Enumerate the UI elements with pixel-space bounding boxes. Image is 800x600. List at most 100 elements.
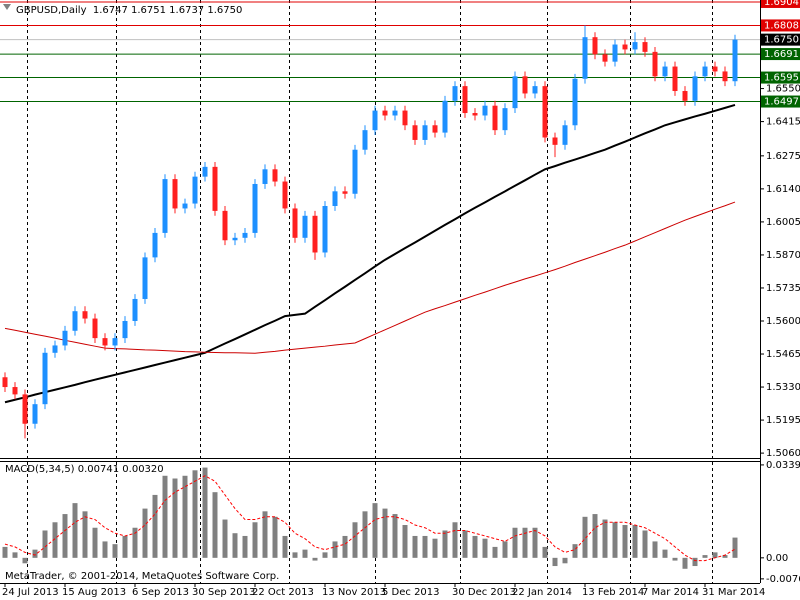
macd-bar <box>602 519 608 558</box>
macd-bar <box>572 544 578 558</box>
candle-body <box>662 66 668 77</box>
candle-body <box>272 169 278 182</box>
candle-body <box>162 179 168 233</box>
candle-body <box>492 105 498 131</box>
macd-bar <box>242 535 248 558</box>
macd-bar <box>212 492 218 558</box>
x-tick-label: 24 Jul 2013 <box>2 587 59 598</box>
candle-body <box>42 352 48 405</box>
x-tick-label: 31 Mar 2014 <box>702 587 765 598</box>
macd-bar <box>502 541 508 558</box>
level-label: 1.6904 <box>764 0 799 8</box>
candle-body <box>382 110 388 116</box>
candle-body <box>602 54 608 62</box>
candle-body <box>462 86 468 114</box>
x-tick-label: 7 Mar 2014 <box>642 587 699 598</box>
macd-bar <box>432 538 438 558</box>
x-tick-label: 13 Feb 2014 <box>582 587 644 598</box>
macd-bar <box>472 535 478 558</box>
x-tick-label: 22 Oct 2013 <box>252 587 314 598</box>
x-tick-label: 22 Jan 2014 <box>512 587 572 598</box>
candle-body <box>682 91 688 101</box>
macd-bar <box>222 519 228 558</box>
macd-bar <box>352 522 358 558</box>
x-tick-label: 30 Sep 2013 <box>192 587 255 598</box>
candle-body <box>562 125 568 145</box>
macd-bar <box>302 549 308 558</box>
y-tick-label: 1.6415 <box>766 117 800 128</box>
candle-body <box>552 137 558 145</box>
candle-body <box>372 110 378 131</box>
candle-body <box>142 257 148 299</box>
macd-bar <box>622 525 628 558</box>
candle-body <box>212 166 218 211</box>
panel-icon <box>3 4 11 10</box>
level-label: 1.6595 <box>764 73 799 84</box>
macd-bar <box>2 546 8 558</box>
macd-bar <box>512 527 518 558</box>
candle-body <box>132 298 138 321</box>
candle-body <box>472 113 478 116</box>
candle-body <box>62 330 68 346</box>
candle-body <box>182 203 188 209</box>
y-tick-label: 1.6275 <box>766 151 800 162</box>
macd-bar <box>42 530 48 558</box>
candle-body <box>672 66 678 92</box>
candle-body <box>362 130 368 150</box>
y-tick-label: 0.03397 <box>766 460 800 471</box>
candle-body <box>322 206 328 253</box>
y-tick-label: 1.5600 <box>766 316 800 327</box>
macd-bar <box>332 541 338 558</box>
x-tick-label: 13 Nov 2013 <box>322 587 386 598</box>
macd-bar <box>562 557 568 564</box>
macd-bar <box>402 525 408 558</box>
candle-body <box>582 37 588 79</box>
macd-bar <box>722 555 728 558</box>
macd-title: MACD(5,34,5) 0.00741 0.00320 <box>5 464 164 475</box>
y-tick-label: 0.00 <box>766 553 788 564</box>
macd-bar <box>272 516 278 558</box>
candle-body <box>22 394 28 424</box>
macd-bar <box>102 541 108 558</box>
macd-bar <box>92 527 98 558</box>
y-tick-label: 1.5330 <box>766 382 800 393</box>
macd-bar <box>372 503 378 558</box>
macd-bar <box>292 552 298 558</box>
candle-body <box>692 76 698 101</box>
macd-bar <box>382 508 388 558</box>
candle-body <box>442 100 448 133</box>
candle-body <box>512 76 518 109</box>
macd-bar <box>172 478 178 558</box>
y-tick-label: -0.00769 <box>766 574 800 585</box>
candle-body <box>612 44 618 62</box>
candle-body <box>192 176 198 204</box>
macd-bar <box>422 535 428 558</box>
macd-bar <box>592 514 598 558</box>
candle-body <box>352 149 358 194</box>
level-label-box <box>761 71 800 84</box>
candle-body <box>632 42 638 50</box>
macd-bar <box>142 508 148 558</box>
indicator-line <box>4 201 736 354</box>
candle-body <box>202 166 208 177</box>
candle-body <box>122 320 128 339</box>
candle-body <box>232 237 238 241</box>
candle-body <box>652 51 658 77</box>
candle-body <box>482 105 488 116</box>
candle-body <box>172 179 178 209</box>
macd-bar <box>72 503 78 558</box>
candle-body <box>102 338 108 346</box>
plot <box>2 25 738 569</box>
candle-body <box>722 71 728 82</box>
candle-body <box>2 377 8 388</box>
y-tick-label: 1.6005 <box>766 217 800 228</box>
macd-bar <box>22 557 28 564</box>
macd-bar <box>32 549 38 558</box>
candle-body <box>422 125 428 140</box>
candle-body <box>712 66 718 72</box>
macd-bar <box>182 475 188 558</box>
candle-body <box>252 183 258 233</box>
